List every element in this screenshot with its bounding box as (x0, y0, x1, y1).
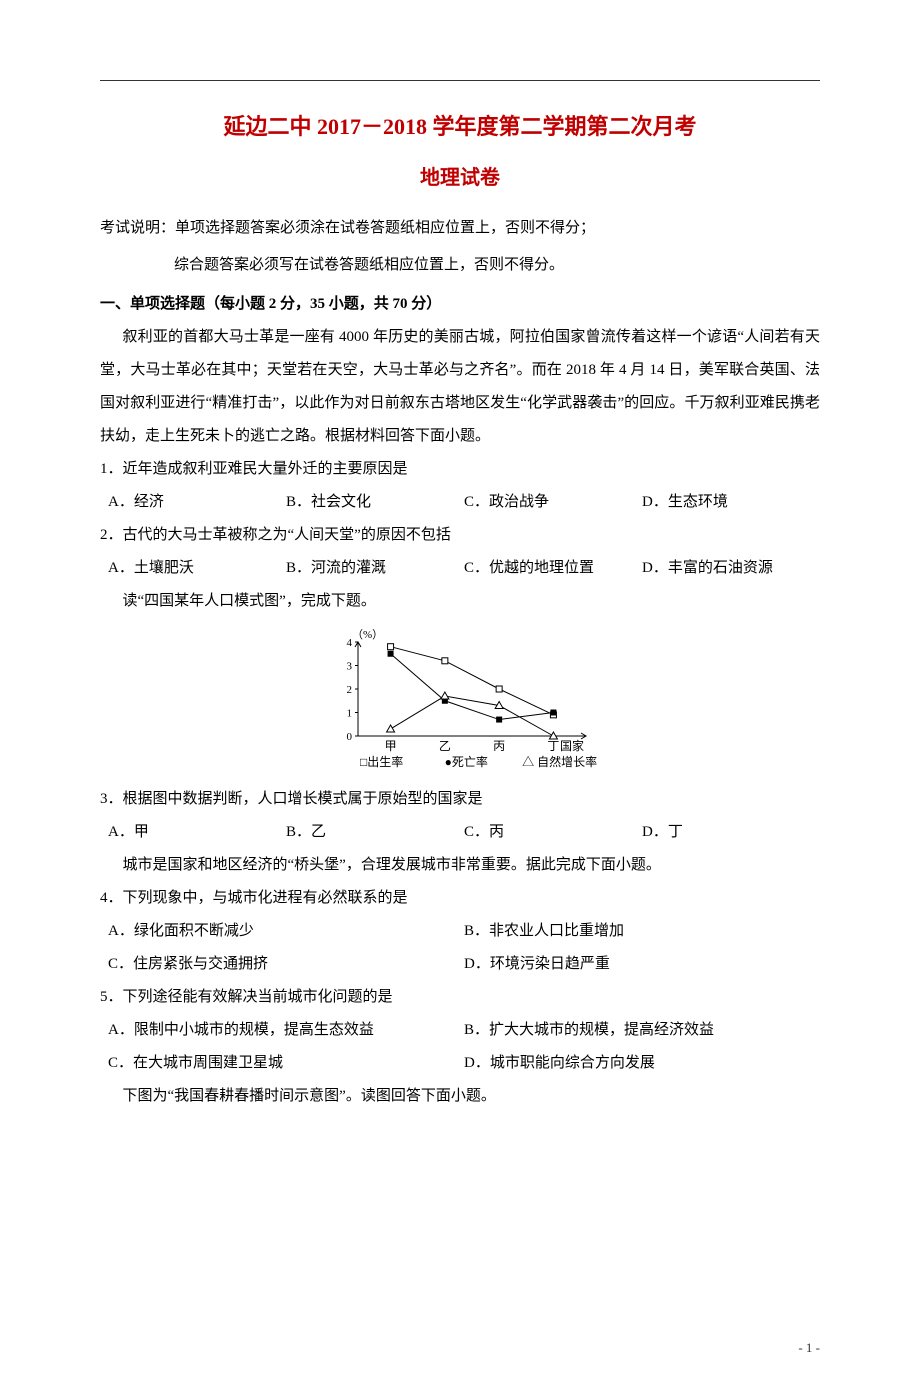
q5-opt-b: B．扩大大城市的规模，提高经济效益 (464, 1014, 820, 1047)
q2-opt-d: D．丰富的石油资源 (642, 552, 820, 585)
population-chart: （%） 0 1 2 3 4 甲 乙 丙 丁国家 □出生率 ●死亡率 △ 自然增长率 (100, 624, 820, 779)
svg-text:0: 0 (347, 731, 353, 743)
q4-opt-d: D．环境污染日趋严重 (464, 948, 820, 981)
q5-opt-a: A．限制中小城市的规模，提高生态效益 (108, 1014, 464, 1047)
question-3: 3．根据图中数据判断，人口增长模式属于原始型的国家是 (100, 783, 820, 816)
svg-text:甲: 甲 (385, 739, 397, 753)
svg-text:国家: 国家 (560, 738, 584, 753)
section-1-heading: 一、单项选择题（每小题 2 分，35 小题，共 70 分） (100, 288, 820, 321)
svg-text:乙: 乙 (439, 739, 451, 753)
svg-text:3: 3 (347, 661, 353, 673)
svg-text:△ 自然增长率: △ 自然增长率 (522, 754, 597, 769)
svg-text:●死亡率: ●死亡率 (445, 754, 488, 769)
population-chart-svg: （%） 0 1 2 3 4 甲 乙 丙 丁国家 □出生率 ●死亡率 △ 自然增长率 (320, 624, 600, 774)
q3-opt-d: D．丁 (642, 816, 820, 849)
question-4: 4．下列现象中，与城市化进程有必然联系的是 (100, 882, 820, 915)
passage-2: 读“四国某年人口模式图”，完成下题。 (100, 585, 820, 618)
svg-text:□出生率: □出生率 (360, 754, 403, 769)
q1-opt-b: B．社会文化 (286, 486, 464, 519)
q4-opt-c: C．住房紧张与交通拥挤 (108, 948, 464, 981)
passage-1: 叙利亚的首都大马士革是一座有 4000 年历史的美丽古城，阿拉伯国家曾流传着这样… (100, 321, 820, 453)
question-5: 5．下列途径能有效解决当前城市化问题的是 (100, 981, 820, 1014)
question-1: 1．近年造成叙利亚难民大量外迁的主要原因是 (100, 453, 820, 486)
q2-opt-c: C．优越的地理位置 (464, 552, 642, 585)
instruction-1: 考试说明：单项选择题答案必须涂在试卷答题纸相应位置上，否则不得分； (100, 212, 820, 245)
question-5-options: A．限制中小城市的规模，提高生态效益 B．扩大大城市的规模，提高经济效益 C．在… (100, 1014, 820, 1080)
q1-opt-c: C．政治战争 (464, 486, 642, 519)
q4-opt-a: A．绿化面积不断减少 (108, 915, 464, 948)
svg-text:2: 2 (347, 684, 353, 696)
q5-opt-c: C．在大城市周围建卫星城 (108, 1047, 464, 1080)
question-4-options: A．绿化面积不断减少 B．非农业人口比重增加 C．住房紧张与交通拥挤 D．环境污… (100, 915, 820, 981)
question-3-options: A．甲 B．乙 C．丙 D．丁 (100, 816, 820, 849)
instruction-2: 综合题答案必须写在试卷答题纸相应位置上，否则不得分。 (100, 249, 820, 282)
q5-opt-d: D．城市职能向综合方向发展 (464, 1047, 820, 1080)
q4-opt-b: B．非农业人口比重增加 (464, 915, 820, 948)
q1-opt-d: D．生态环境 (642, 486, 820, 519)
svg-text:丁: 丁 (547, 739, 559, 753)
svg-text:4: 4 (347, 637, 353, 649)
exam-title: 延边二中 2017－2018 学年度第二学期第二次月考 (100, 109, 820, 141)
svg-text:丙: 丙 (493, 739, 505, 753)
q3-opt-b: B．乙 (286, 816, 464, 849)
q2-opt-a: A．土壤肥沃 (108, 552, 286, 585)
question-2: 2．古代的大马士革被称之为“人间天堂”的原因不包括 (100, 519, 820, 552)
passage-3: 城市是国家和地区经济的“桥头堡”，合理发展城市非常重要。据此完成下面小题。 (100, 849, 820, 882)
svg-text:（%）: （%） (352, 628, 383, 641)
svg-text:1: 1 (347, 708, 353, 720)
q2-opt-b: B．河流的灌溉 (286, 552, 464, 585)
question-1-options: A．经济 B．社会文化 C．政治战争 D．生态环境 (100, 486, 820, 519)
page-number: - 1 - (798, 1340, 820, 1356)
q3-opt-a: A．甲 (108, 816, 286, 849)
exam-subject: 地理试卷 (100, 161, 820, 190)
passage-4: 下图为“我国春耕春播时间示意图”。读图回答下面小题。 (100, 1080, 820, 1113)
top-rule (100, 80, 820, 81)
q1-opt-a: A．经济 (108, 486, 286, 519)
q3-opt-c: C．丙 (464, 816, 642, 849)
question-2-options: A．土壤肥沃 B．河流的灌溉 C．优越的地理位置 D．丰富的石油资源 (100, 552, 820, 585)
